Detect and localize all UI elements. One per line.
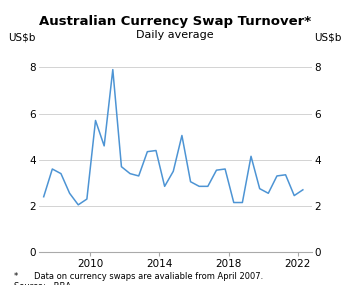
- Text: *      Data on currency swaps are avaliable from April 2007.: * Data on currency swaps are avaliable f…: [14, 272, 263, 281]
- Text: Source:   RBA: Source: RBA: [14, 282, 71, 285]
- Text: US$b: US$b: [314, 32, 342, 42]
- Text: Daily average: Daily average: [136, 30, 214, 40]
- Text: US$b: US$b: [8, 32, 36, 42]
- Title: Australian Currency Swap Turnover*: Australian Currency Swap Turnover*: [39, 15, 311, 28]
